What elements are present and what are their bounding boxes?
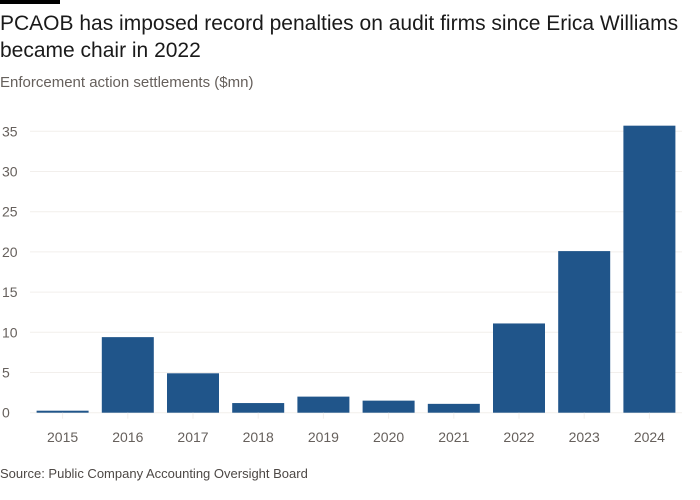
x-tick-label: 2022 (503, 429, 534, 445)
x-tick-label: 2015 (47, 429, 78, 445)
bar-2024 (623, 125, 676, 413)
bar-2019 (297, 396, 350, 413)
bar-2018 (232, 403, 285, 413)
brand-bar (0, 0, 60, 4)
x-tick-label: 2020 (373, 429, 404, 445)
bar-2016 (101, 337, 154, 413)
x-tick-label: 2021 (438, 429, 469, 445)
bar-2015 (36, 410, 89, 413)
y-tick-label: 20 (2, 244, 18, 260)
bar-2017 (167, 373, 219, 413)
chart-subtitle: Enforcement action settlements ($mn) (0, 74, 254, 91)
y-tick-label: 25 (2, 204, 18, 220)
y-tick-label: 10 (2, 324, 18, 340)
bar-2020 (362, 400, 415, 413)
x-tick-label: 2016 (112, 429, 143, 445)
y-tick-label: 5 (2, 365, 10, 381)
y-tick-label: 15 (2, 284, 18, 300)
bar-2021 (427, 403, 480, 413)
x-tick-label: 2017 (177, 429, 208, 445)
y-tick-label: 30 (2, 164, 18, 180)
y-tick-label: 0 (2, 405, 10, 421)
x-tick-label: 2023 (569, 429, 600, 445)
y-tick-label: 35 (2, 123, 18, 139)
x-tick-label: 2019 (308, 429, 339, 445)
chart-title: PCAOB has imposed record penalties on au… (0, 12, 679, 62)
bar-2022 (493, 323, 545, 413)
x-tick-label: 2024 (634, 429, 665, 445)
x-tick-label: 2018 (243, 429, 274, 445)
source-note: Source: Public Company Accounting Oversi… (0, 466, 308, 481)
bar-2023 (558, 251, 611, 413)
